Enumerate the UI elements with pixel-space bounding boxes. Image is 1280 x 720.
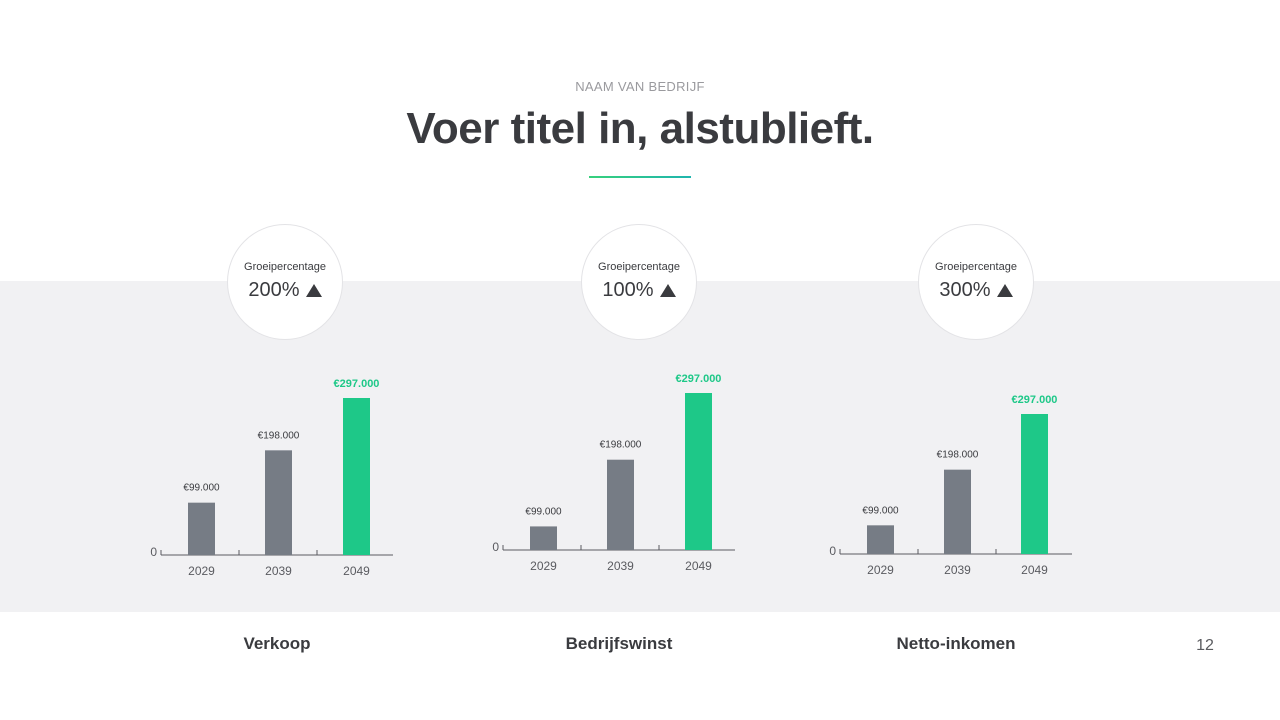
growth-badge-value: 200% [248,279,300,301]
x-tick-label: 2029 [530,559,557,573]
x-tick-label: 2049 [1021,563,1048,577]
bar-2049 [685,393,712,550]
bar-value-label: €297.000 [1012,394,1058,406]
bar-value-label: €198.000 [937,450,979,461]
x-tick-label: 2049 [685,559,712,573]
title-underline [589,176,691,178]
triangle-up-icon [305,284,322,297]
y-axis-zero-label: 0 [492,540,499,554]
growth-badge-value-row: 300% [919,279,1033,302]
triangle-up-icon [996,284,1013,297]
x-tick-label: 2039 [265,564,292,578]
bar-2029 [867,525,894,554]
triangle-up-icon [659,284,676,297]
bar-value-label: €297.000 [676,373,722,385]
growth-badge-value-row: 200% [228,279,342,302]
growth-badge-1: Groeipercentage 200% [227,224,343,340]
bar-value-label: €99.000 [525,506,562,517]
growth-badge-2: Groeipercentage 100% [581,224,697,340]
category-label-net-income: Netto-inkomen [896,634,1016,653]
growth-badge-3: Groeipercentage 300% [918,224,1034,340]
page-number: 12 [1196,637,1214,654]
growth-badge-label: Groeipercentage [598,261,680,273]
growth-badge-value-row: 100% [582,279,696,302]
growth-badge-value: 100% [602,279,654,301]
page-title: Voer titel in, alstublieft. [406,104,874,153]
bar-2039 [607,459,634,550]
bar-2029 [530,526,557,550]
bar-2039 [265,450,292,555]
bar-value-label: €198.000 [258,430,300,441]
bar-value-label: €99.000 [862,505,899,516]
bar-value-label: €99.000 [183,483,220,494]
bar-value-label: €297.000 [334,378,380,390]
x-tick-label: 2049 [343,564,370,578]
growth-badge-value: 300% [939,279,991,301]
growth-badge-label: Groeipercentage [935,261,1017,273]
category-label-sales: Verkoop [243,634,311,653]
bar-2049 [1021,414,1048,554]
x-tick-label: 2039 [607,559,634,573]
growth-badge-label: Groeipercentage [244,261,326,273]
bar-value-label: €198.000 [600,440,642,451]
x-tick-label: 2039 [944,563,971,577]
x-tick-label: 2029 [188,564,215,578]
bar-2029 [188,502,215,555]
category-label-operating-profit: Bedrijfswinst [565,634,673,653]
company-name: NAAM VAN BEDRIJF [575,79,705,94]
bar-2049 [343,398,370,555]
x-tick-label: 2029 [867,563,894,577]
y-axis-zero-label: 0 [150,545,157,559]
bar-2039 [944,469,971,554]
y-axis-zero-label: 0 [829,544,836,558]
